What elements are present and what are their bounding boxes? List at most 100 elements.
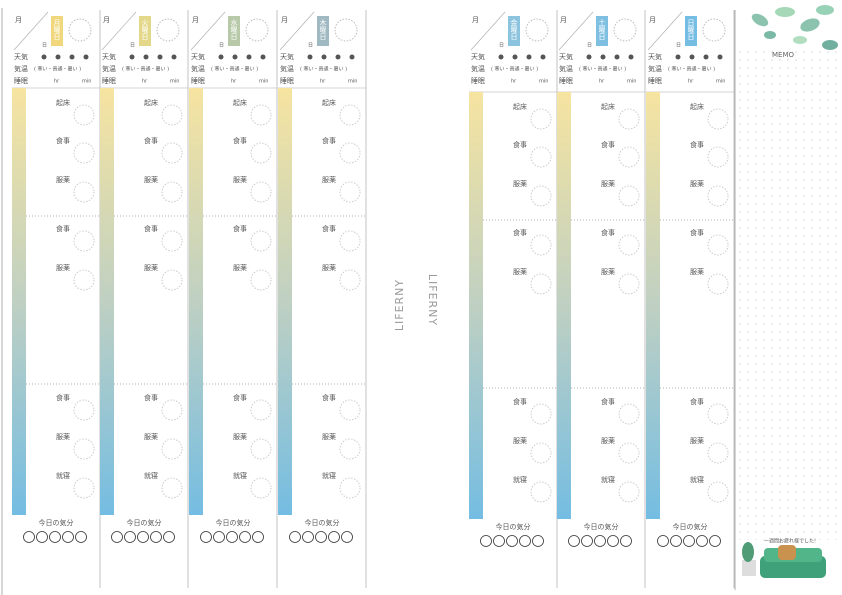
month-label: 月 [103,16,110,24]
mood-face [480,535,492,547]
day-label: 日 [130,43,135,49]
event-circle [707,442,729,464]
weather-icon [628,54,634,60]
temp-label: 気温 [280,64,294,73]
event-circle [73,269,95,291]
event-label: 就寝 [513,475,527,484]
weather-icon [41,54,47,60]
temp-options: ( 寒い・普通・暑い ) [579,66,626,73]
event-circle [161,181,183,203]
event-label: 就寝 [144,471,158,480]
mood-face [226,531,238,543]
event-circle [161,269,183,291]
event-circle [250,399,272,421]
memo-title: MEMO [772,51,795,59]
mood-face [302,531,314,543]
day-tag [228,16,240,46]
event-circle [530,442,552,464]
event-circle [250,104,272,126]
weather-label: 天気 [559,52,573,61]
weather-label: 天気 [280,52,294,61]
weather-icon [69,54,75,60]
event-circle [707,481,729,503]
min-label: min [170,79,179,85]
event-label: 就寝 [601,475,615,484]
event-label: 服薬 [233,175,247,184]
day-tag [596,16,608,46]
weather-icon [157,54,163,60]
date-slash [13,11,49,51]
event-label: 服薬 [322,175,336,184]
event-label: 起床 [56,98,70,107]
event-circle [339,181,361,203]
weather-icon [586,54,592,60]
event-label: 食事 [144,136,158,145]
hr-label: hr [54,79,60,85]
weather-icon [321,54,327,60]
date-circle [334,18,358,42]
event-circle [530,403,552,425]
sleep-label: 睡眠 [280,77,294,85]
event-circle [250,181,272,203]
event-label: 服薬 [233,263,247,272]
event-circle [530,146,552,168]
mood-label: 今日の気分 [305,518,340,527]
event-circle [161,104,183,126]
day-label: 日 [499,43,504,49]
mood-label: 今日の気分 [673,522,708,531]
temp-label: 気温 [471,64,485,73]
mood-face [315,531,327,543]
mood-face [670,535,682,547]
temp-label: 気温 [648,64,662,73]
event-label: 食事 [322,136,336,145]
event-circle [618,403,640,425]
mood-face [683,535,695,547]
date-slash [470,11,506,51]
day-tag [51,16,63,46]
event-label: 食事 [233,136,247,145]
event-label: 食事 [56,224,70,233]
timeline-bar [189,88,203,515]
event-circle [530,481,552,503]
mood-face [341,531,353,543]
event-circle [161,399,183,421]
temp-options: ( 寒い・普通・暑い ) [122,66,169,73]
event-label: 食事 [56,393,70,402]
mood-label: 今日の気分 [584,522,619,531]
day-label: 日 [587,43,592,49]
date-slash [279,11,315,51]
timeline-bar [12,88,26,515]
event-circle [250,477,272,499]
weather-icon [349,54,355,60]
event-label: 服薬 [601,267,615,276]
event-label: 服薬 [690,179,704,188]
day-label: 日 [308,43,313,49]
weather-icon [307,54,313,60]
event-circle [707,185,729,207]
mood-face [75,531,87,543]
sleep-label: 睡眠 [648,77,662,85]
timeline-bar [646,92,660,519]
event-label: 服薬 [144,263,158,272]
mood-face [23,531,35,543]
event-circle [707,273,729,295]
mood-face [594,535,606,547]
hr-label: hr [511,79,517,85]
event-circle [161,477,183,499]
hr-label: hr [688,79,694,85]
month-label: 月 [15,16,22,24]
mood-face [124,531,136,543]
mood-face [328,531,340,543]
mood-label: 今日の気分 [216,518,251,527]
mood-face [620,535,632,547]
month-label: 月 [281,16,288,24]
event-label: 服薬 [601,179,615,188]
temp-label: 気温 [102,64,116,73]
date-slash [558,11,594,51]
weather-icon [218,54,224,60]
temp-options: ( 寒い・普通・暑い ) [211,66,258,73]
weather-icon [717,54,723,60]
day-tag [317,16,329,46]
event-label: 起床 [601,102,615,111]
